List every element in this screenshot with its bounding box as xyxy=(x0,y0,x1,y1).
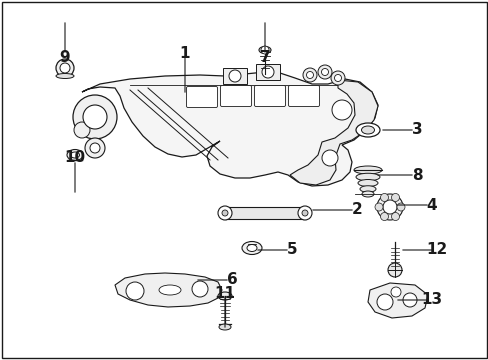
Ellipse shape xyxy=(159,285,181,295)
FancyBboxPatch shape xyxy=(186,86,217,108)
Circle shape xyxy=(192,281,207,297)
Circle shape xyxy=(321,68,328,76)
Circle shape xyxy=(391,193,399,202)
Ellipse shape xyxy=(355,123,379,137)
Circle shape xyxy=(60,63,70,73)
Polygon shape xyxy=(367,283,427,318)
Circle shape xyxy=(380,212,387,221)
Text: 4: 4 xyxy=(426,198,436,212)
Circle shape xyxy=(90,143,100,153)
Bar xyxy=(256,64,280,80)
Ellipse shape xyxy=(259,46,270,54)
Polygon shape xyxy=(82,72,377,186)
Circle shape xyxy=(85,138,105,158)
Circle shape xyxy=(74,122,90,138)
Circle shape xyxy=(303,68,316,82)
FancyBboxPatch shape xyxy=(254,85,285,107)
Circle shape xyxy=(334,75,341,81)
Circle shape xyxy=(330,71,345,85)
Ellipse shape xyxy=(359,186,375,192)
Polygon shape xyxy=(224,207,305,219)
Circle shape xyxy=(391,212,399,221)
Ellipse shape xyxy=(361,191,373,197)
Circle shape xyxy=(262,66,273,78)
Text: 11: 11 xyxy=(214,285,235,301)
Bar xyxy=(223,68,246,84)
Circle shape xyxy=(396,203,404,211)
Circle shape xyxy=(56,59,74,77)
Text: 1: 1 xyxy=(180,45,190,60)
Text: 3: 3 xyxy=(411,122,422,138)
Text: 13: 13 xyxy=(421,292,442,307)
Text: 12: 12 xyxy=(426,243,447,257)
FancyBboxPatch shape xyxy=(288,85,319,107)
Text: 10: 10 xyxy=(64,150,85,166)
Ellipse shape xyxy=(218,292,231,300)
Text: 2: 2 xyxy=(351,202,362,217)
Circle shape xyxy=(390,287,400,297)
Circle shape xyxy=(302,210,307,216)
Circle shape xyxy=(376,294,392,310)
Circle shape xyxy=(261,46,268,54)
Text: 7: 7 xyxy=(259,49,270,64)
Ellipse shape xyxy=(361,126,374,134)
Circle shape xyxy=(228,70,241,82)
Text: 9: 9 xyxy=(60,49,70,64)
Circle shape xyxy=(297,206,311,220)
Circle shape xyxy=(331,100,351,120)
Ellipse shape xyxy=(353,166,381,174)
Polygon shape xyxy=(115,273,222,307)
Text: 8: 8 xyxy=(411,167,422,183)
Ellipse shape xyxy=(242,242,262,255)
Circle shape xyxy=(402,293,416,307)
Ellipse shape xyxy=(219,324,230,330)
Circle shape xyxy=(387,263,401,277)
Circle shape xyxy=(376,194,402,220)
Circle shape xyxy=(321,150,337,166)
Ellipse shape xyxy=(246,244,257,252)
FancyBboxPatch shape xyxy=(220,85,251,107)
Ellipse shape xyxy=(70,152,80,158)
Circle shape xyxy=(317,65,331,79)
Circle shape xyxy=(380,193,387,202)
Circle shape xyxy=(83,105,107,129)
Circle shape xyxy=(73,95,117,139)
Ellipse shape xyxy=(56,73,74,78)
Circle shape xyxy=(382,200,396,214)
Circle shape xyxy=(222,210,227,216)
Polygon shape xyxy=(289,80,377,185)
Text: 5: 5 xyxy=(286,243,297,257)
Text: 6: 6 xyxy=(226,273,237,288)
Ellipse shape xyxy=(355,173,379,181)
Circle shape xyxy=(306,72,313,78)
Circle shape xyxy=(218,206,231,220)
Circle shape xyxy=(374,203,382,211)
Ellipse shape xyxy=(357,180,377,186)
Ellipse shape xyxy=(67,149,83,161)
Circle shape xyxy=(126,282,143,300)
